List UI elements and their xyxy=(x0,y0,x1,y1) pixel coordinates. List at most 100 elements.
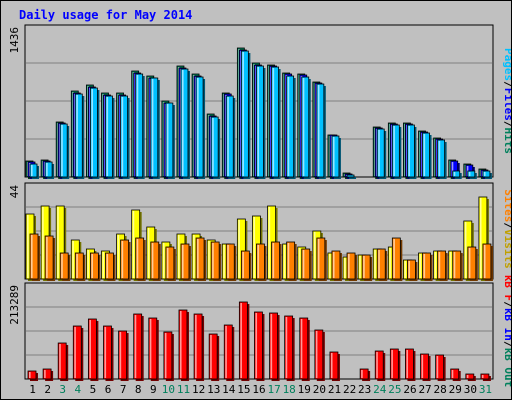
x-tick-label: 14 xyxy=(222,383,236,396)
kbytes-kbytes-bar xyxy=(254,311,265,381)
visits-sites-bar xyxy=(74,252,86,281)
kbytes-kbytes-bar xyxy=(163,331,174,381)
x-tick-label: 30 xyxy=(464,383,477,396)
visits-sites-bar xyxy=(89,252,101,281)
visits-sites-bar xyxy=(195,237,207,281)
visits-sites-bar xyxy=(346,252,358,281)
x-tick-label: 18 xyxy=(283,383,296,396)
kbytes-kbytes-bar xyxy=(435,354,446,381)
x-tick-label: 24 xyxy=(373,383,387,396)
kbytes-kbytes-bar xyxy=(405,348,416,381)
x-tick-label: 15 xyxy=(237,383,250,396)
visits-sites-bar xyxy=(135,237,146,281)
x-tick-label: 22 xyxy=(343,383,356,396)
kbytes-ymax-label: 213289 xyxy=(8,285,21,325)
x-tick-label: 12 xyxy=(192,383,205,396)
kbytes-kbytes-bar xyxy=(118,330,129,381)
kbytes-kbytes-bar xyxy=(72,325,84,381)
kbytes-kbytes-bar xyxy=(389,348,401,381)
x-tick-label: 31 xyxy=(479,383,492,396)
hits-pages-bar xyxy=(74,93,85,179)
kbytes-kbytes-bar xyxy=(148,317,159,381)
hits-legend: Pages/Files/Hits xyxy=(502,48,511,154)
hits-pages-bar xyxy=(120,95,130,179)
chart-title: Daily usage for May 2014 xyxy=(19,8,192,22)
visits-sites-bar xyxy=(437,250,448,281)
hits-ymax-label: 1436 xyxy=(8,27,21,54)
visits-sites-bar xyxy=(467,246,478,281)
visits-sites-bar xyxy=(225,243,237,281)
kbytes-kbytes-bar xyxy=(450,368,461,381)
hits-pages-bar xyxy=(89,87,100,179)
kbytes-kbytes-bar xyxy=(193,313,205,381)
hits-pages-bar xyxy=(256,65,266,179)
x-tick-label: 9 xyxy=(150,383,157,396)
x-tick-label: 19 xyxy=(298,383,311,396)
hits-pages-bar xyxy=(316,83,326,179)
x-tick-label: 23 xyxy=(358,383,371,396)
kbytes-kbytes-bar xyxy=(103,325,114,381)
kbytes-kbytes-bar xyxy=(465,373,476,381)
visits-sites-bar xyxy=(120,239,131,281)
hits-pages-bar xyxy=(467,170,477,179)
x-tick-label: 11 xyxy=(177,383,190,396)
x-tick-label: 7 xyxy=(120,383,127,396)
hits-pages-bar xyxy=(180,68,190,179)
hits-pages-bar xyxy=(331,135,341,179)
kbytes-kbytes-bar xyxy=(420,353,431,381)
visits-sites-bar xyxy=(286,241,297,281)
hits-pages-bar xyxy=(195,76,206,179)
visits-sites-bar xyxy=(331,250,342,281)
kbytes-kbytes-bar xyxy=(269,312,280,381)
visits-ymax-label: 44 xyxy=(8,185,21,199)
hits-pages-bar xyxy=(59,123,70,179)
kbytes-kbytes-bar xyxy=(314,329,325,381)
kbytes-kbytes-bar xyxy=(299,317,310,381)
visits-sites-bar xyxy=(210,241,222,281)
kbytes-kbytes-bar xyxy=(208,333,220,381)
kbytes-kbytes-bar xyxy=(42,368,54,381)
kbytes-kbytes-bar xyxy=(27,370,38,381)
hits-pages-bar xyxy=(271,66,281,179)
hits-pages-bar xyxy=(482,170,492,179)
visits-sites-bar xyxy=(316,237,327,281)
hits-pages-bar xyxy=(437,139,447,179)
visits-sites-bar xyxy=(180,243,191,281)
x-tick-label: 26 xyxy=(403,383,416,396)
visits-sites-bar xyxy=(391,237,403,281)
hits-pages-bar xyxy=(165,102,175,179)
visits-sites-bar xyxy=(59,252,71,281)
hits-pages-bar xyxy=(407,124,417,179)
hits-pages-bar xyxy=(301,76,311,179)
kbytes-kbytes-bar xyxy=(374,350,386,381)
kbytes-kbytes-bar xyxy=(133,313,144,381)
visits-legend: Sites/Visits xyxy=(502,189,511,269)
kbytes-kbytes-bar xyxy=(329,351,340,381)
kbytes-kbytes-bar xyxy=(223,324,235,381)
hits-pages-bar xyxy=(210,116,221,179)
visits-sites-bar xyxy=(422,252,433,281)
x-tick-label: 21 xyxy=(328,383,341,396)
x-tick-label: 25 xyxy=(388,383,401,396)
x-tick-label: 6 xyxy=(105,383,112,396)
visits-sites-bar xyxy=(361,254,373,281)
x-tick-label: 4 xyxy=(75,383,82,396)
visits-sites-bar xyxy=(482,243,493,281)
visits-sites-bar xyxy=(44,235,56,281)
x-tick-label: 1 xyxy=(29,383,36,396)
visits-sites-bar xyxy=(165,246,176,281)
hits-pages-bar xyxy=(452,170,462,179)
visits-sites-bar xyxy=(376,248,388,281)
kbytes-kbytes-bar xyxy=(359,368,371,381)
kbytes-kbytes-bar xyxy=(238,301,250,381)
hits-pages-bar xyxy=(135,73,145,179)
hits-pages-bar xyxy=(150,77,160,179)
kbytes-kbytes-bar xyxy=(57,342,69,381)
visits-sites-bar xyxy=(301,248,312,281)
hits-pages-bar xyxy=(376,128,387,179)
hits-pages-bar xyxy=(346,174,357,179)
kbytes-kbytes-bar xyxy=(178,309,189,381)
x-tick-label: 2 xyxy=(44,383,51,396)
